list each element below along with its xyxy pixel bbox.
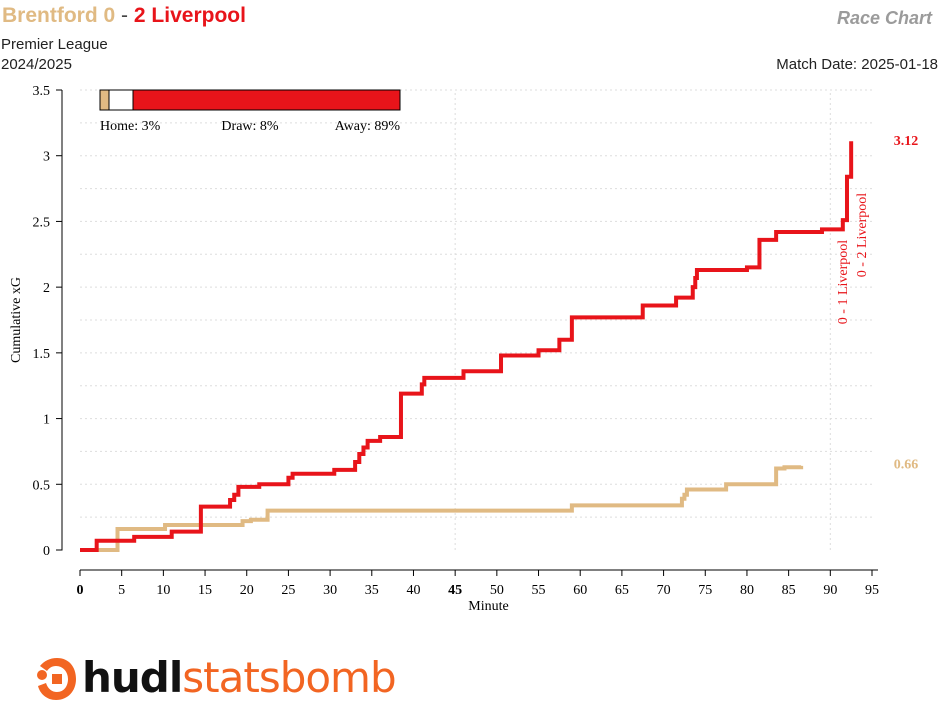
chart-name: Race Chart xyxy=(836,8,932,28)
x-tick-label: 85 xyxy=(782,583,796,598)
x-tick-label: 15 xyxy=(198,583,212,598)
x-axis-label: Minute xyxy=(468,599,508,614)
x-tick-label: 25 xyxy=(281,583,295,598)
x-tick-label: 80 xyxy=(740,583,754,598)
statsbomb-mark-icon xyxy=(37,658,76,700)
x-tick-label: 45 xyxy=(448,583,462,598)
x-tick-label: 0 xyxy=(77,583,84,598)
x-tick-label: 60 xyxy=(573,583,587,598)
x-tick-label: 30 xyxy=(323,583,337,598)
logo-statsbomb-text: statsbomb xyxy=(182,653,396,702)
home-probability-segment xyxy=(99,89,110,111)
logo-wordmark: hudlstatsbomb xyxy=(82,650,397,706)
y-tick-label: 3 xyxy=(43,150,50,165)
draw-probability-label: Draw: 8% xyxy=(221,119,278,134)
goal-annotation: 0 - 1 Liverpool xyxy=(836,240,851,324)
draw-probability-segment xyxy=(108,89,134,111)
x-tick-label: 95 xyxy=(865,583,879,598)
home-team-name: Brentford xyxy=(2,4,98,27)
y-tick-label: 3.5 xyxy=(33,84,51,99)
y-tick-label: 2 xyxy=(43,281,50,296)
away-final-xg-label: 3.12 xyxy=(894,134,919,149)
x-tick-label: 20 xyxy=(240,583,254,598)
race-chart: 0 0.5 1 1.5 2 2.5 3 3.5 Cumulative xG 0 5 10 15 20 25 3… xyxy=(9,84,918,614)
x-tick-label: 70 xyxy=(657,583,671,598)
home-final-xg-label: 0.66 xyxy=(894,457,919,472)
hudl-statsbomb-logo: hudlstatsbomb xyxy=(34,650,397,710)
y-tick-label: 2.5 xyxy=(33,215,51,230)
x-tick-label: 90 xyxy=(823,583,837,598)
logo-hudl-text: hudl xyxy=(82,653,183,702)
x-tick-label: 75 xyxy=(698,583,712,598)
y-axis-label: Cumulative xG xyxy=(9,277,24,363)
x-tick-label: 40 xyxy=(406,583,420,598)
x-tick-label: 65 xyxy=(615,583,629,598)
away-team-name: Liverpool xyxy=(151,4,246,27)
chart-axes: 0 0.5 1 1.5 2 2.5 3 3.5 Cumulative xG 0 5 10 15 20 25 3… xyxy=(9,84,879,614)
score-separator: - xyxy=(121,4,129,27)
x-tick-label: 50 xyxy=(490,583,504,598)
away-xg-line xyxy=(80,141,854,552)
away-probability-label: Away: 89% xyxy=(335,119,401,134)
match-header: Brentford 0 - 2 Liverpool Premier League… xyxy=(0,0,940,80)
home-probability-label: Home: 3% xyxy=(100,119,161,134)
x-tick-label: 10 xyxy=(156,583,170,598)
away-team-score: 2 xyxy=(133,4,146,27)
x-tick-label: 55 xyxy=(532,583,546,598)
season: 2024/2025 xyxy=(1,56,72,73)
y-tick-label: 0 xyxy=(43,544,50,559)
home-xg-line xyxy=(80,465,804,552)
win-probability-bar: Home: 3% Draw: 8% Away: 89% xyxy=(99,89,401,134)
match-date: Match Date: 2025-01-18 xyxy=(776,56,938,73)
chart-grid xyxy=(80,89,872,550)
league-name: Premier League xyxy=(1,36,108,53)
x-tick-label: 5 xyxy=(118,583,125,598)
chart-lines xyxy=(80,141,854,552)
y-tick-label: 1 xyxy=(43,413,50,428)
y-tick-label: 0.5 xyxy=(33,478,51,493)
goal-annotation: 0 - 2 Liverpool xyxy=(855,193,870,277)
chart-annotations: 0.66 3.12 0 - 1 Liverpool 0 - 2 Liverpool xyxy=(836,134,918,472)
y-tick-label: 1.5 xyxy=(33,347,51,362)
match-title: Brentford 0 - 2 Liverpool xyxy=(2,4,246,28)
home-team-score: 0 xyxy=(103,4,116,27)
away-probability-segment xyxy=(132,89,401,111)
x-tick-label: 35 xyxy=(365,583,379,598)
